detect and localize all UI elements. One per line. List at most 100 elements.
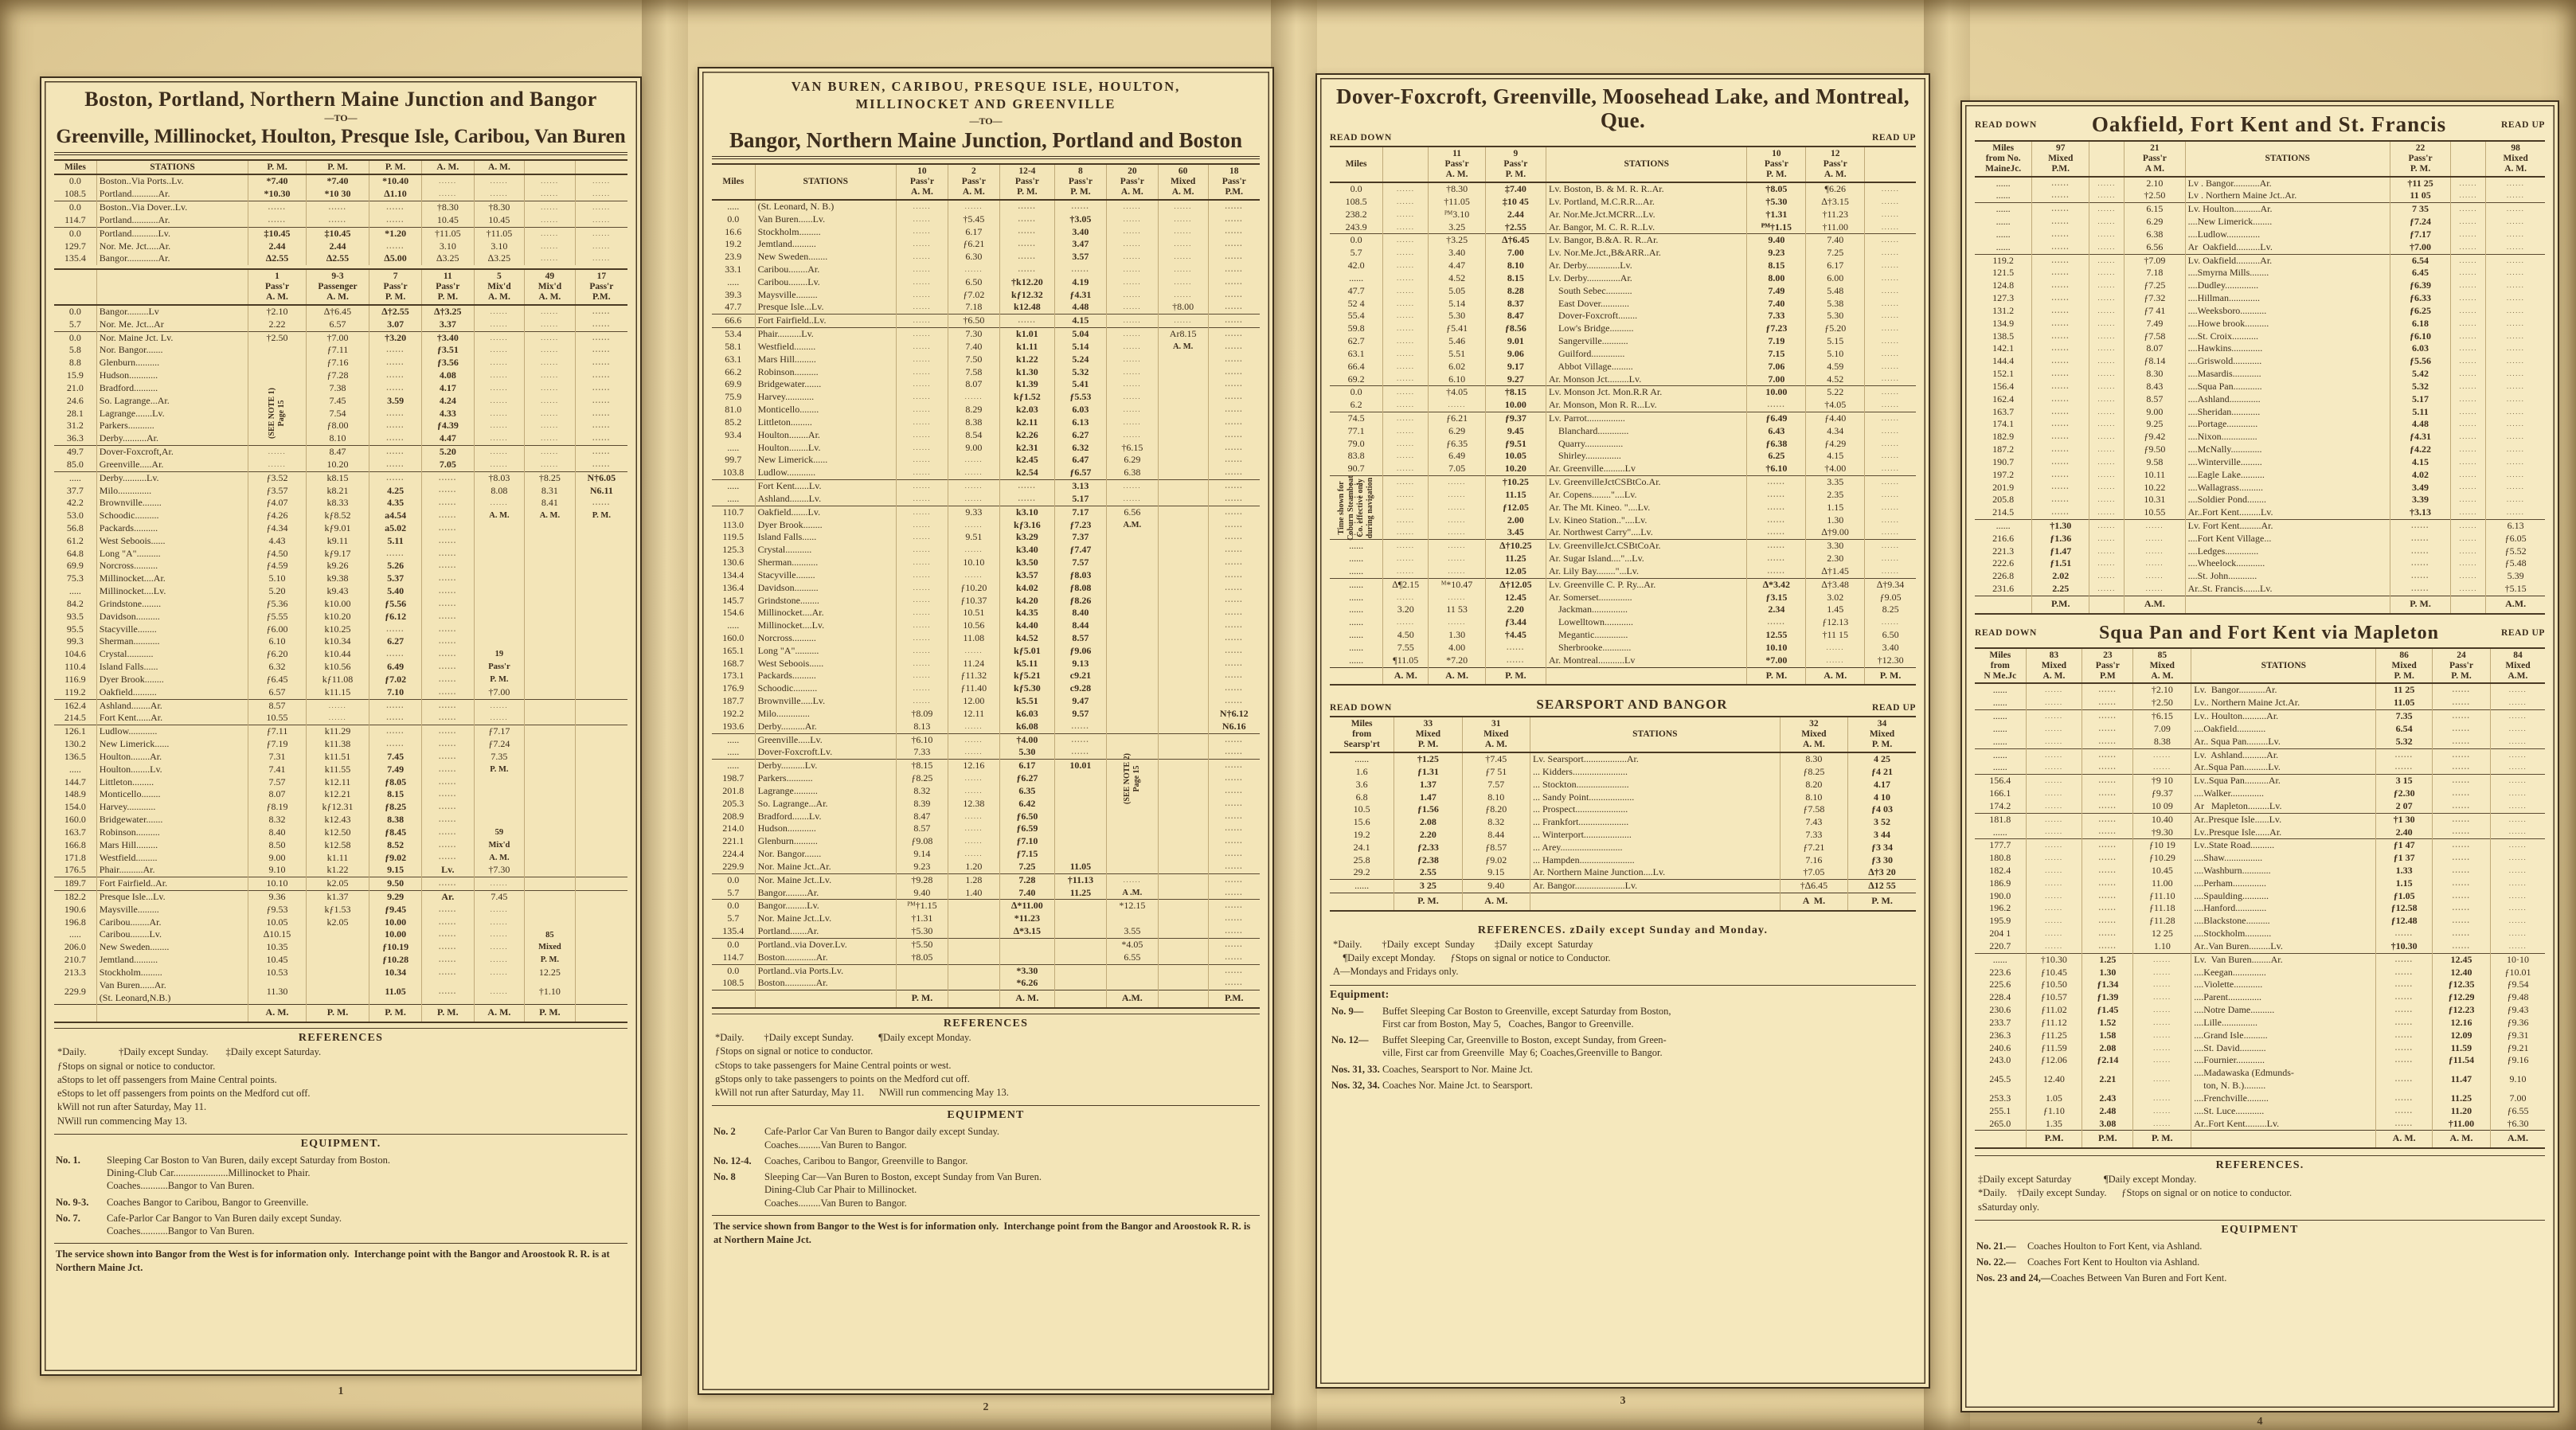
time-cell: ...... [420, 497, 475, 510]
timetable-row: .................. ∆†10.25 Lv. GreenvilleJ… [1330, 539, 1916, 553]
miles-cell: 53.4 [712, 327, 756, 341]
time-cell: ...... [1207, 733, 1260, 747]
equipment-train-number: Nos. 31, 33. [1331, 1063, 1380, 1075]
time-cell: ...... [2375, 1016, 2433, 1030]
time-cell: ...... [1207, 886, 1260, 900]
time-cell [1157, 404, 1208, 416]
time-cell: ...... [420, 738, 475, 751]
time-cell: ƒ2.33 [1394, 841, 1463, 854]
time-cell [1157, 759, 1208, 773]
time-cell: ᴾᴹ3.10 [1428, 208, 1486, 221]
time-cell: ...... [420, 610, 475, 623]
miles-cell: 110.7 [712, 505, 756, 519]
time-cell: ...... [2450, 228, 2486, 241]
time-cell: 8.28 [1484, 284, 1546, 298]
timetable-row: 130.2 New Limerick...... ƒ7.19 k11.38......… [54, 738, 627, 751]
station-cell: Maysville......... [754, 288, 897, 302]
station-cell: ....Hillman............. [2184, 292, 2390, 305]
time-cell: †3.05 [1053, 213, 1107, 226]
time-cell: ...... [1207, 225, 1260, 239]
time-cell: ƒ4.39 [420, 420, 475, 433]
time-cell: ...... [2025, 787, 2082, 800]
equipment-item: No. 9-3. Coaches Bangor to Caribou, Bango… [54, 1196, 627, 1209]
time-cell: ...... [1428, 591, 1486, 604]
time-cell: 10.00 [1746, 385, 1806, 400]
miles-cell: ...... [1992, 735, 2007, 747]
time-cell: 7.25 [1805, 247, 1865, 260]
time-cell: ...... [2450, 279, 2486, 293]
miles-cell: 221.3 [1992, 545, 2015, 557]
time-cell: ƒ6.50 [999, 810, 1055, 823]
time-cell [1157, 873, 1208, 887]
time-cell: ...... [1382, 284, 1429, 298]
time-cell: ƒ4.59 [248, 560, 307, 573]
station-cell: Lagrange.......Lv. [96, 407, 248, 420]
reference-line: gStops only to take passengers to points… [715, 1072, 970, 1084]
time-cell: †11.00 [2432, 1117, 2491, 1131]
time-cell: 10 09 [2132, 799, 2191, 814]
miles-cell: ...... [1349, 526, 1364, 538]
station-cell: Hudson............ [754, 822, 897, 836]
time-cell: ...... [2432, 826, 2491, 839]
time-cell: ...... [473, 330, 525, 345]
time-cell: 3.25 [1428, 221, 1486, 234]
time-cell: k1.22 [305, 864, 369, 877]
time-cell: 6.32 [248, 661, 307, 674]
station-cell: ....Oakfield............ [2191, 722, 2376, 736]
time-cell: ...... [1207, 822, 1260, 836]
time-cell: ...... [2031, 216, 2089, 229]
time-cell: 2.00 [1484, 514, 1546, 527]
miles-cell: 136.4 [722, 581, 745, 593]
time-cell [524, 712, 576, 725]
time-cell: k8.21 [305, 484, 369, 498]
time-cell [574, 522, 627, 535]
time-cell: ...... [1053, 199, 1107, 213]
timetable-grid: Miles from No. MaineJc. 97 Mixed P.M. 21 P… [1975, 140, 2545, 615]
time-cell: ...... [2450, 545, 2486, 558]
time-cell: ƒ5.20 [1805, 322, 1865, 336]
station-cell: Ar. Nor.Me.Jct.MCRR...Lv. [1546, 208, 1747, 221]
time-cell: †11.00 [1805, 221, 1865, 234]
time-cell [1105, 557, 1159, 569]
time-cell: 6.50 [947, 275, 1000, 289]
timetable-row: 231.6 2.25............ Ar..St. Francis....… [1975, 583, 2545, 596]
timetable-row: 25.8 ƒ2.38 ƒ9.02... Hampden...............… [1330, 854, 1916, 867]
time-cell: ...... [2489, 735, 2545, 749]
time-cell [1105, 695, 1159, 708]
time-cell: A. M. [1157, 340, 1208, 354]
time-cell: ƒ7.02 [947, 288, 1000, 302]
miles-cell: 206.0 [64, 941, 86, 953]
timetable-row: 134.9............ 7.49 ....Howe brook.....… [1975, 317, 2545, 330]
time-cell: ƒ8.25 [895, 772, 948, 785]
time-cell: ...... [2375, 966, 2433, 979]
time-cell: ƒ10.01 [2489, 966, 2545, 979]
miles-cell: 136.5 [64, 750, 86, 762]
timetable-header-row: Miles from No. MaineJc. 97 Mixed P.M. 21 P… [1975, 140, 2545, 178]
panel3-references: *Daily. †Daily except Sunday ‡Daily exce… [1330, 937, 1916, 980]
time-cell: ...... [420, 851, 475, 865]
time-cell: k5.11 [999, 657, 1055, 670]
time-cell: 3.40 [1864, 641, 1916, 654]
time-cell: ...... [1105, 391, 1159, 404]
time-cell: †5.30 [1746, 195, 1806, 209]
time-cell: k11.15 [305, 686, 369, 700]
time-cell: ...... [1428, 501, 1486, 514]
time-cell: ƒ9.36 [2489, 1016, 2545, 1030]
station-cell: Lowelltown............ [1546, 616, 1747, 630]
equipment-item: No. 2 Cafe-Parlor Car Van Buren to Bangor… [712, 1125, 1260, 1151]
time-cell: ...... [524, 445, 576, 459]
time-cell: ƒ1.39 [2082, 991, 2133, 1005]
time-cell: ...... [2432, 735, 2491, 749]
station-cell: Ar Oakfield..........Lv. [2184, 240, 2390, 255]
timetable-row: 113.0 Dyer Brook.................... kƒ3.1… [712, 518, 1260, 532]
time-cell: ...... [2031, 468, 2089, 482]
time-cell: ...... [2089, 583, 2125, 596]
time-cell: 4.59 [1805, 360, 1865, 373]
column-header: 24 Pass'r P. M. [2432, 647, 2491, 685]
time-cell [574, 560, 627, 573]
station-cell: Grindstone........ [96, 597, 248, 611]
time-cell: ...... [420, 635, 475, 649]
time-cell: k6.03 [999, 707, 1055, 721]
equipment-description: Coaches Bangor to Caribou, Bangor to Gre… [107, 1196, 309, 1208]
time-cell: ...... [895, 682, 948, 696]
